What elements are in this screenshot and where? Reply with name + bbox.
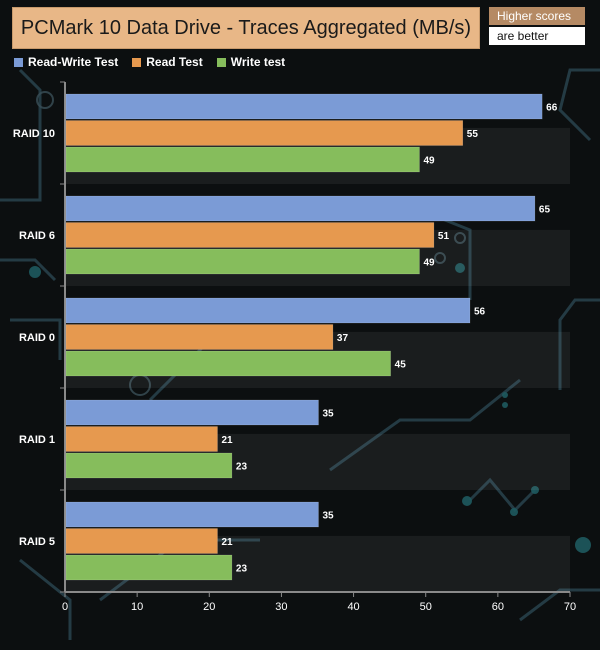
x-tick-label: 50 bbox=[420, 601, 432, 613]
category-label: RAID 0 bbox=[19, 332, 55, 344]
bar bbox=[65, 350, 391, 377]
bar-value-label: 23 bbox=[236, 564, 248, 575]
x-tick-label: 10 bbox=[131, 601, 143, 613]
x-tick-label: 40 bbox=[347, 601, 359, 613]
legend: Read-Write Test Read Test Write test bbox=[14, 55, 285, 69]
category-label: RAID 5 bbox=[19, 536, 55, 548]
legend-label-write: Write test bbox=[230, 55, 286, 69]
legend-swatch-read-write bbox=[14, 57, 23, 67]
legend-label-read: Read Test bbox=[146, 55, 203, 69]
bar-value-label: 21 bbox=[222, 537, 234, 548]
bar-value-label: 35 bbox=[323, 511, 335, 522]
bar-value-label: 37 bbox=[337, 333, 349, 344]
bar-value-label: 55 bbox=[467, 129, 479, 140]
legend-item-read-write: Read-Write Test bbox=[14, 55, 118, 69]
bar-value-label: 23 bbox=[236, 462, 248, 473]
legend-item-write: Write test bbox=[216, 55, 286, 69]
bar-value-label: 49 bbox=[424, 258, 436, 269]
bar-value-label: 49 bbox=[424, 156, 436, 167]
category-label: RAID 6 bbox=[19, 230, 55, 242]
x-tick-label: 30 bbox=[275, 601, 287, 613]
bar-value-label: 65 bbox=[539, 205, 551, 216]
bar bbox=[65, 426, 218, 452]
bar bbox=[65, 222, 435, 248]
higher-scores-note: Higher scores bbox=[489, 7, 585, 25]
legend-label-read-write: Read-Write Test bbox=[28, 55, 119, 69]
bar bbox=[65, 120, 464, 146]
bar-value-label: 66 bbox=[546, 103, 558, 114]
bar bbox=[65, 528, 218, 554]
bar bbox=[65, 501, 319, 528]
bar bbox=[65, 146, 420, 173]
category-label: RAID 10 bbox=[13, 128, 55, 140]
are-better-note: are better bbox=[489, 27, 585, 45]
bar-value-label: 56 bbox=[474, 307, 486, 318]
bar bbox=[65, 452, 233, 479]
x-tick-label: 20 bbox=[203, 601, 215, 613]
bar-value-label: 21 bbox=[222, 435, 234, 446]
x-tick-label: 70 bbox=[564, 601, 576, 613]
bar bbox=[65, 399, 319, 426]
legend-swatch-read bbox=[132, 57, 142, 67]
bar bbox=[65, 324, 334, 350]
bar-value-label: 51 bbox=[438, 231, 450, 242]
legend-swatch-write bbox=[216, 57, 226, 67]
bar bbox=[65, 195, 536, 222]
x-tick-label: 60 bbox=[492, 601, 504, 613]
bar-value-label: 35 bbox=[323, 409, 335, 420]
bar bbox=[65, 248, 420, 275]
chart-title: PCMark 10 Data Drive - Traces Aggregated… bbox=[12, 7, 480, 49]
category-label: RAID 1 bbox=[19, 434, 55, 446]
legend-item-read: Read Test bbox=[132, 55, 203, 69]
x-tick-label: 0 bbox=[62, 601, 68, 613]
bar bbox=[65, 554, 233, 581]
bar bbox=[65, 93, 543, 120]
bar-value-label: 45 bbox=[395, 360, 407, 371]
bar bbox=[65, 297, 471, 324]
